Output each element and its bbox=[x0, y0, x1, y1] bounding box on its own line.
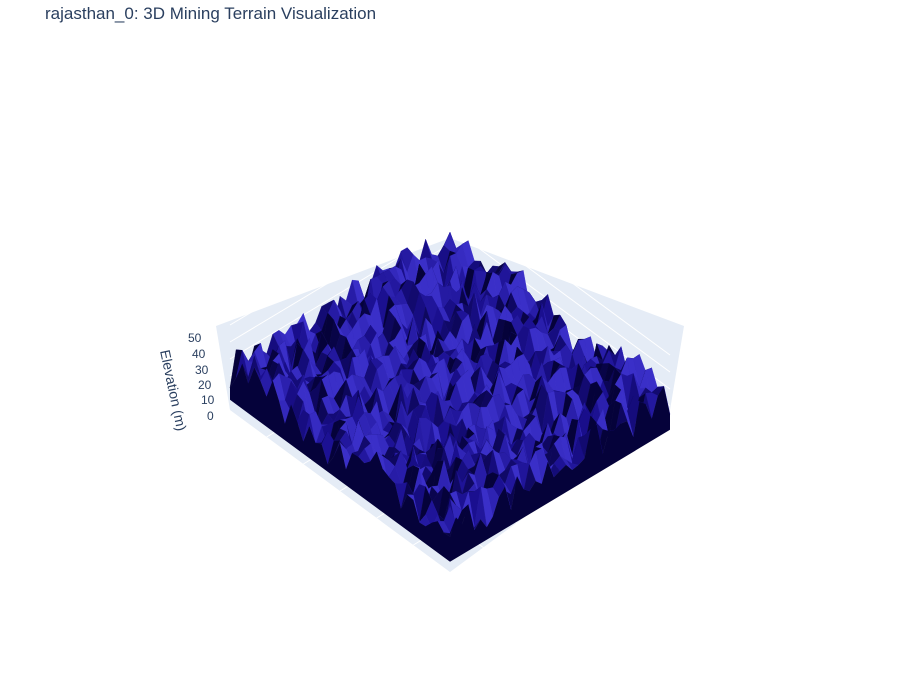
z-axis-title: Elevation (m) bbox=[157, 348, 190, 432]
z-tick-label: 10 bbox=[201, 393, 215, 407]
z-tick-label: 30 bbox=[195, 363, 209, 377]
gridline bbox=[449, 209, 671, 373]
z-tick-label: 20 bbox=[198, 378, 212, 392]
z-tick-label: 50 bbox=[188, 331, 202, 345]
gridline bbox=[229, 192, 451, 326]
z-tick-label: 40 bbox=[192, 347, 206, 361]
gridline bbox=[229, 226, 451, 360]
terrain-surface bbox=[229, 231, 671, 562]
gridline bbox=[449, 192, 671, 356]
gridline bbox=[229, 209, 451, 343]
z-axis-ticks: 50 40 30 20 10 0 bbox=[188, 331, 215, 423]
terrain-side bbox=[450, 386, 670, 562]
z-tick-label: 0 bbox=[207, 409, 214, 423]
chart-title: rajasthan_0: 3D Mining Terrain Visualiza… bbox=[45, 4, 377, 23]
terrain-side bbox=[230, 363, 450, 562]
